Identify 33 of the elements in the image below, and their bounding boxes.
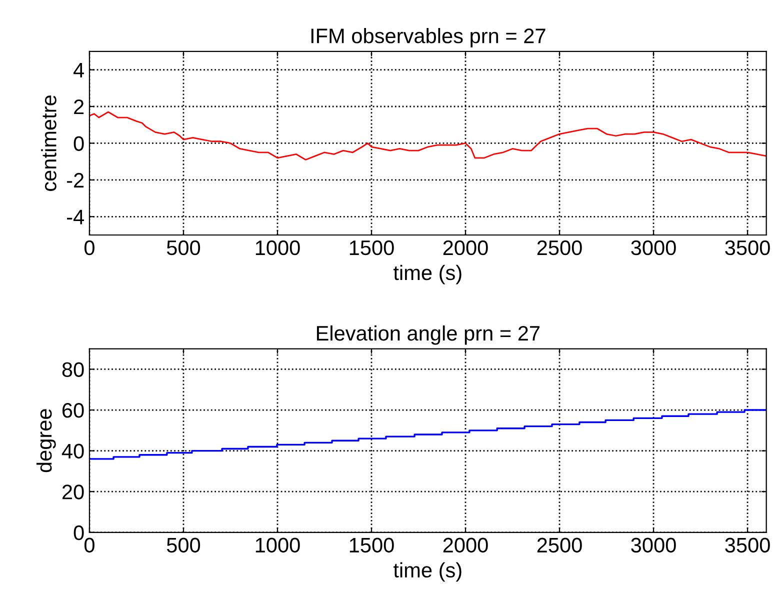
y-tick-label: 0 — [74, 136, 84, 151]
x-tick-label: 2500 — [537, 240, 582, 256]
y-tick-label: 0 — [74, 525, 84, 540]
y-tick-label: 60 — [62, 403, 84, 418]
y-tick-label: -2 — [67, 172, 84, 188]
y-tick-label: 4 — [74, 63, 84, 78]
chart-title: Elevation angle prn = 27 — [316, 325, 540, 345]
x-tick-label: 3000 — [631, 240, 676, 256]
x-tick-label: 3500 — [725, 240, 770, 256]
x-tick-label: 500 — [166, 538, 200, 553]
y-tick-label: -4 — [67, 210, 84, 224]
y-axis-title: degree — [36, 409, 56, 472]
x-axis-title: time (s) — [394, 562, 462, 582]
x-tick-label: 1000 — [256, 240, 300, 256]
y-tick-label: 40 — [62, 444, 84, 459]
x-tick-label: 2000 — [443, 538, 488, 553]
x-tick-label: 1500 — [350, 240, 394, 256]
y-tick-label: 2 — [74, 100, 84, 114]
x-tick-label: 500 — [166, 240, 200, 256]
y-tick-label: 20 — [62, 484, 84, 500]
x-tick-label: 0 — [84, 240, 94, 256]
line-series — [89, 111, 766, 160]
chart-title: IFM observables prn = 27 — [311, 28, 546, 48]
y-tick-label: 80 — [62, 362, 84, 377]
y-axis-title: centimetre — [41, 96, 56, 191]
x-tick-label: 2500 — [537, 538, 582, 553]
x-tick-label: 3000 — [631, 538, 676, 553]
x-axis-title: time (s) — [394, 264, 462, 284]
x-tick-label: 1000 — [256, 538, 300, 553]
x-tick-label: 2000 — [443, 240, 488, 256]
x-tick-label: 3500 — [725, 538, 770, 553]
x-tick-label: 1500 — [350, 538, 394, 553]
x-tick-label: 0 — [84, 538, 94, 553]
